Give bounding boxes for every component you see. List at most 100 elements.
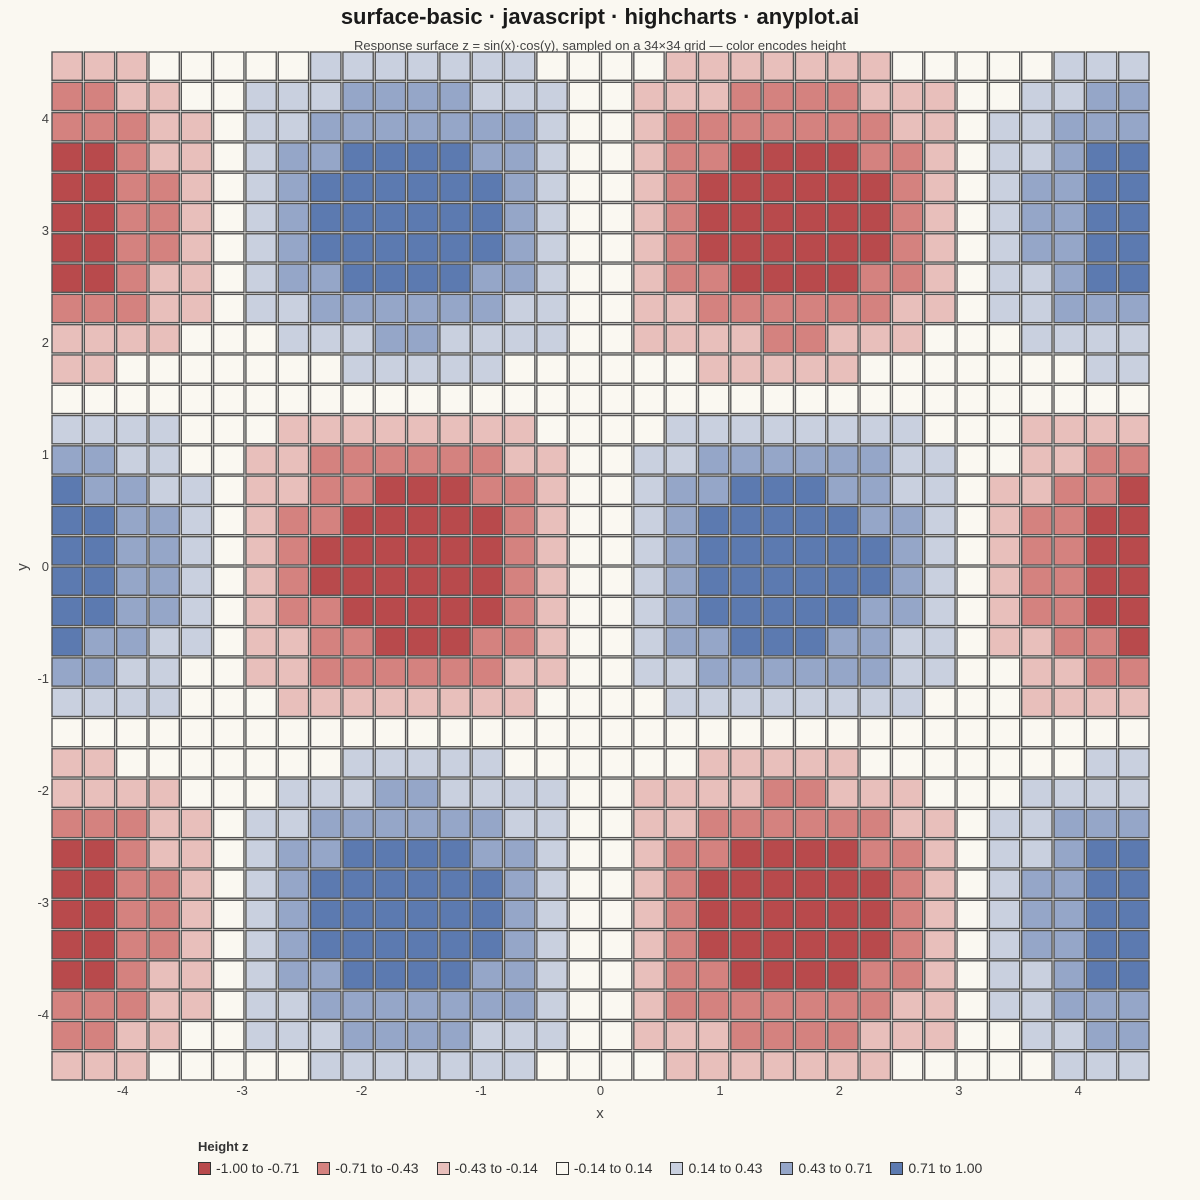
heatmap-cell	[503, 323, 536, 354]
heatmap-cell	[1021, 566, 1053, 596]
heatmap-cell	[988, 808, 1021, 839]
heatmap-cell	[471, 838, 504, 869]
heatmap-cell	[665, 263, 698, 294]
legend-item[interactable]: -1.00 to -0.71	[198, 1160, 299, 1176]
heatmap-cell	[277, 869, 310, 899]
heatmap-cell	[245, 475, 277, 506]
heatmap-cell	[212, 838, 245, 869]
heatmap-cell	[762, 263, 795, 294]
heatmap-cell	[309, 778, 342, 809]
heatmap-cell	[277, 566, 310, 596]
heatmap-cell	[439, 202, 471, 233]
heatmap-cell	[956, 414, 989, 445]
heatmap-cell	[956, 536, 989, 566]
heatmap-cell	[503, 384, 536, 415]
heatmap-cell	[891, 717, 924, 748]
heatmap-cell	[1085, 990, 1118, 1021]
heatmap-cell	[1117, 838, 1150, 869]
heatmap-cell	[471, 111, 504, 142]
heatmap-cell	[665, 929, 698, 960]
heatmap-cell	[633, 808, 665, 839]
heatmap-cell	[1085, 1020, 1118, 1051]
heatmap-cell	[600, 566, 633, 596]
heatmap-cell	[309, 536, 342, 566]
heatmap-cell	[342, 869, 374, 899]
heatmap-cell	[1117, 233, 1150, 263]
heatmap-cell	[633, 869, 665, 899]
heatmap-cell	[406, 596, 439, 627]
heatmap-cell	[503, 960, 536, 990]
legend-item[interactable]: -0.14 to 0.14	[555, 1160, 652, 1176]
heatmap-cell	[665, 626, 698, 657]
x-axis-label: x	[596, 1105, 604, 1122]
heatmap-cell	[1053, 717, 1086, 748]
heatmap-cell	[180, 323, 213, 354]
heatmap-cell	[503, 111, 536, 142]
heatmap-cell	[956, 717, 989, 748]
heatmap-cell	[568, 384, 601, 415]
heatmap-cell	[245, 657, 277, 687]
heatmap-cell	[503, 142, 536, 172]
heatmap-cell	[439, 81, 471, 112]
heatmap-cell	[51, 626, 84, 657]
heatmap-cell	[471, 566, 504, 596]
y-axis-label: y	[14, 563, 31, 571]
heatmap-cell	[309, 596, 342, 627]
heatmap-cell	[827, 293, 859, 324]
heatmap-cell	[568, 202, 601, 233]
heatmap-cell	[1021, 323, 1053, 354]
heatmap-cell	[115, 233, 148, 263]
heatmap-cell	[988, 990, 1021, 1021]
heatmap-cell	[212, 778, 245, 809]
heatmap-cell	[762, 566, 795, 596]
heatmap-cell	[665, 445, 698, 475]
heatmap-cell	[471, 323, 504, 354]
heatmap-cell	[374, 929, 407, 960]
legend-swatch	[670, 1161, 684, 1175]
heatmap-cell	[277, 202, 310, 233]
heatmap-cell	[762, 51, 795, 81]
heatmap-cell	[406, 1051, 439, 1081]
legend-item[interactable]: 0.43 to 0.71	[780, 1160, 872, 1176]
heatmap-cell	[374, 51, 407, 81]
legend-item[interactable]: -0.43 to -0.14	[436, 1160, 538, 1176]
heatmap-cell	[374, 354, 407, 384]
heatmap-cell	[827, 808, 859, 839]
heatmap-cell	[148, 293, 180, 324]
heatmap-cell	[309, 323, 342, 354]
legend-item[interactable]: 0.71 to 1.00	[890, 1160, 982, 1176]
heatmap-cell	[342, 354, 374, 384]
heatmap-cell	[471, 384, 504, 415]
heatmap-cell	[471, 354, 504, 384]
legend-item[interactable]: 0.14 to 0.43	[670, 1160, 762, 1176]
heatmap-cell	[665, 323, 698, 354]
heatmap-cell	[342, 293, 374, 324]
heatmap-cell	[697, 354, 730, 384]
heatmap-cell	[600, 657, 633, 687]
heatmap-cell	[988, 202, 1021, 233]
heatmap-cell	[924, 233, 956, 263]
heatmap-cell	[51, 1051, 84, 1081]
heatmap-cell	[536, 626, 568, 657]
legend-item[interactable]: -0.71 to -0.43	[317, 1160, 419, 1176]
heatmap-cell	[924, 323, 956, 354]
heatmap-cell	[83, 323, 116, 354]
heatmap-cell	[115, 111, 148, 142]
legend-items: -1.00 to -0.71 -0.71 to -0.43 -0.43 to -0.…	[198, 1160, 1000, 1176]
heatmap-cell	[762, 960, 795, 990]
heatmap-cell	[212, 566, 245, 596]
heatmap-cell	[794, 838, 827, 869]
heatmap-cell	[665, 1020, 698, 1051]
heatmap-cell	[1085, 869, 1118, 899]
legend-label: -0.43 to -0.14	[454, 1160, 538, 1176]
heatmap-cell	[1053, 748, 1086, 778]
heatmap-cell	[1021, 172, 1053, 203]
heatmap-cell	[794, 414, 827, 445]
heatmap-cell	[794, 475, 827, 506]
heatmap-cell	[956, 384, 989, 415]
heatmap-cell	[51, 838, 84, 869]
heatmap-cell	[568, 323, 601, 354]
heatmap-cell	[730, 233, 762, 263]
heatmap-cell	[245, 687, 277, 718]
heatmap-cell	[1021, 990, 1053, 1021]
